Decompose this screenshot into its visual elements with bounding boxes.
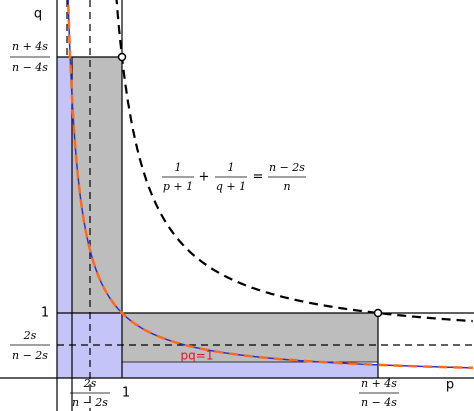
equation-denominator: n — [283, 180, 290, 193]
x-tick-numerator: 2s — [83, 377, 97, 390]
y-tick-denominator: n − 2s — [12, 349, 48, 362]
equation-denominator: q + 1 — [216, 180, 246, 193]
point — [117, 52, 127, 62]
labels: q p n + 4s n − 4s 1 2s n − 2s 2s n − 2s … — [10, 7, 454, 409]
equation-numerator: 1 — [175, 161, 182, 174]
y-tick-denominator: n − 4s — [12, 61, 48, 74]
y-axis-label: q — [34, 7, 42, 22]
curve — [66, 0, 473, 370]
x-axis-label: p — [446, 378, 454, 393]
equation-numerator: n − 2s — [269, 161, 305, 174]
y-tick-numerator: n + 4s — [12, 40, 48, 53]
equation-operator: = — [253, 170, 264, 185]
y-tick-label: 1 — [41, 306, 49, 321]
x-tick-label: 1 — [122, 386, 130, 401]
region — [57, 57, 378, 378]
x-tick-denominator: n − 4s — [361, 396, 397, 409]
equation-operator: + — [199, 170, 210, 185]
curve-label: pq=1 — [181, 349, 214, 363]
curve — [115, 0, 473, 323]
x-tick-denominator: n − 2s — [72, 396, 108, 409]
equation-numerator: 1 — [228, 161, 235, 174]
x-tick-numerator: n + 4s — [361, 377, 397, 390]
equation-denominator: p + 1 — [163, 180, 193, 193]
point — [373, 308, 383, 318]
y-tick-numerator: 2s — [23, 329, 37, 342]
